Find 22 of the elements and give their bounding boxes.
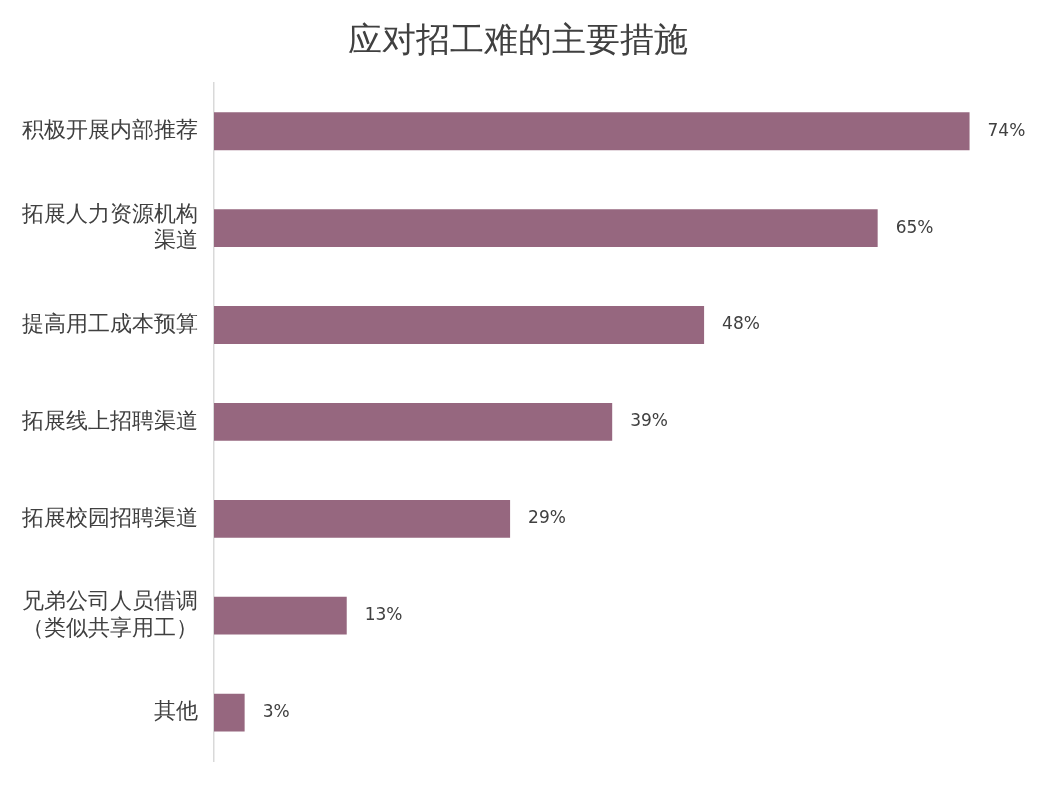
data-label: 29% [528, 507, 566, 528]
bar [214, 596, 347, 635]
y-tick-label: 兄弟公司人员借调（类似共享用工） [22, 588, 198, 640]
data-label: 39% [630, 410, 668, 431]
bar [214, 209, 878, 248]
bar [214, 403, 613, 441]
bar [214, 499, 511, 538]
bar [214, 693, 245, 732]
data-label: 65% [895, 216, 934, 237]
y-tick-label: 拓展校园招聘渠道 [21, 504, 198, 530]
bar [214, 306, 705, 344]
data-label: 3% [262, 700, 290, 721]
data-label: 48% [722, 313, 760, 334]
y-tick-label: 拓展线上招聘渠道 [21, 407, 198, 433]
y-tick-label: 其他 [154, 698, 198, 724]
y-tick-label: 提高用工成本预算 [22, 310, 198, 336]
y-tick-label: 积极开展内部推荐 [22, 116, 198, 142]
y-tick-label: 拓展人力资源机构渠道 [21, 200, 198, 253]
data-label: 74% [987, 119, 1026, 140]
chart-title: 应对招工难的主要措施 [348, 19, 688, 60]
bar [214, 112, 970, 151]
data-label: 13% [364, 604, 403, 625]
